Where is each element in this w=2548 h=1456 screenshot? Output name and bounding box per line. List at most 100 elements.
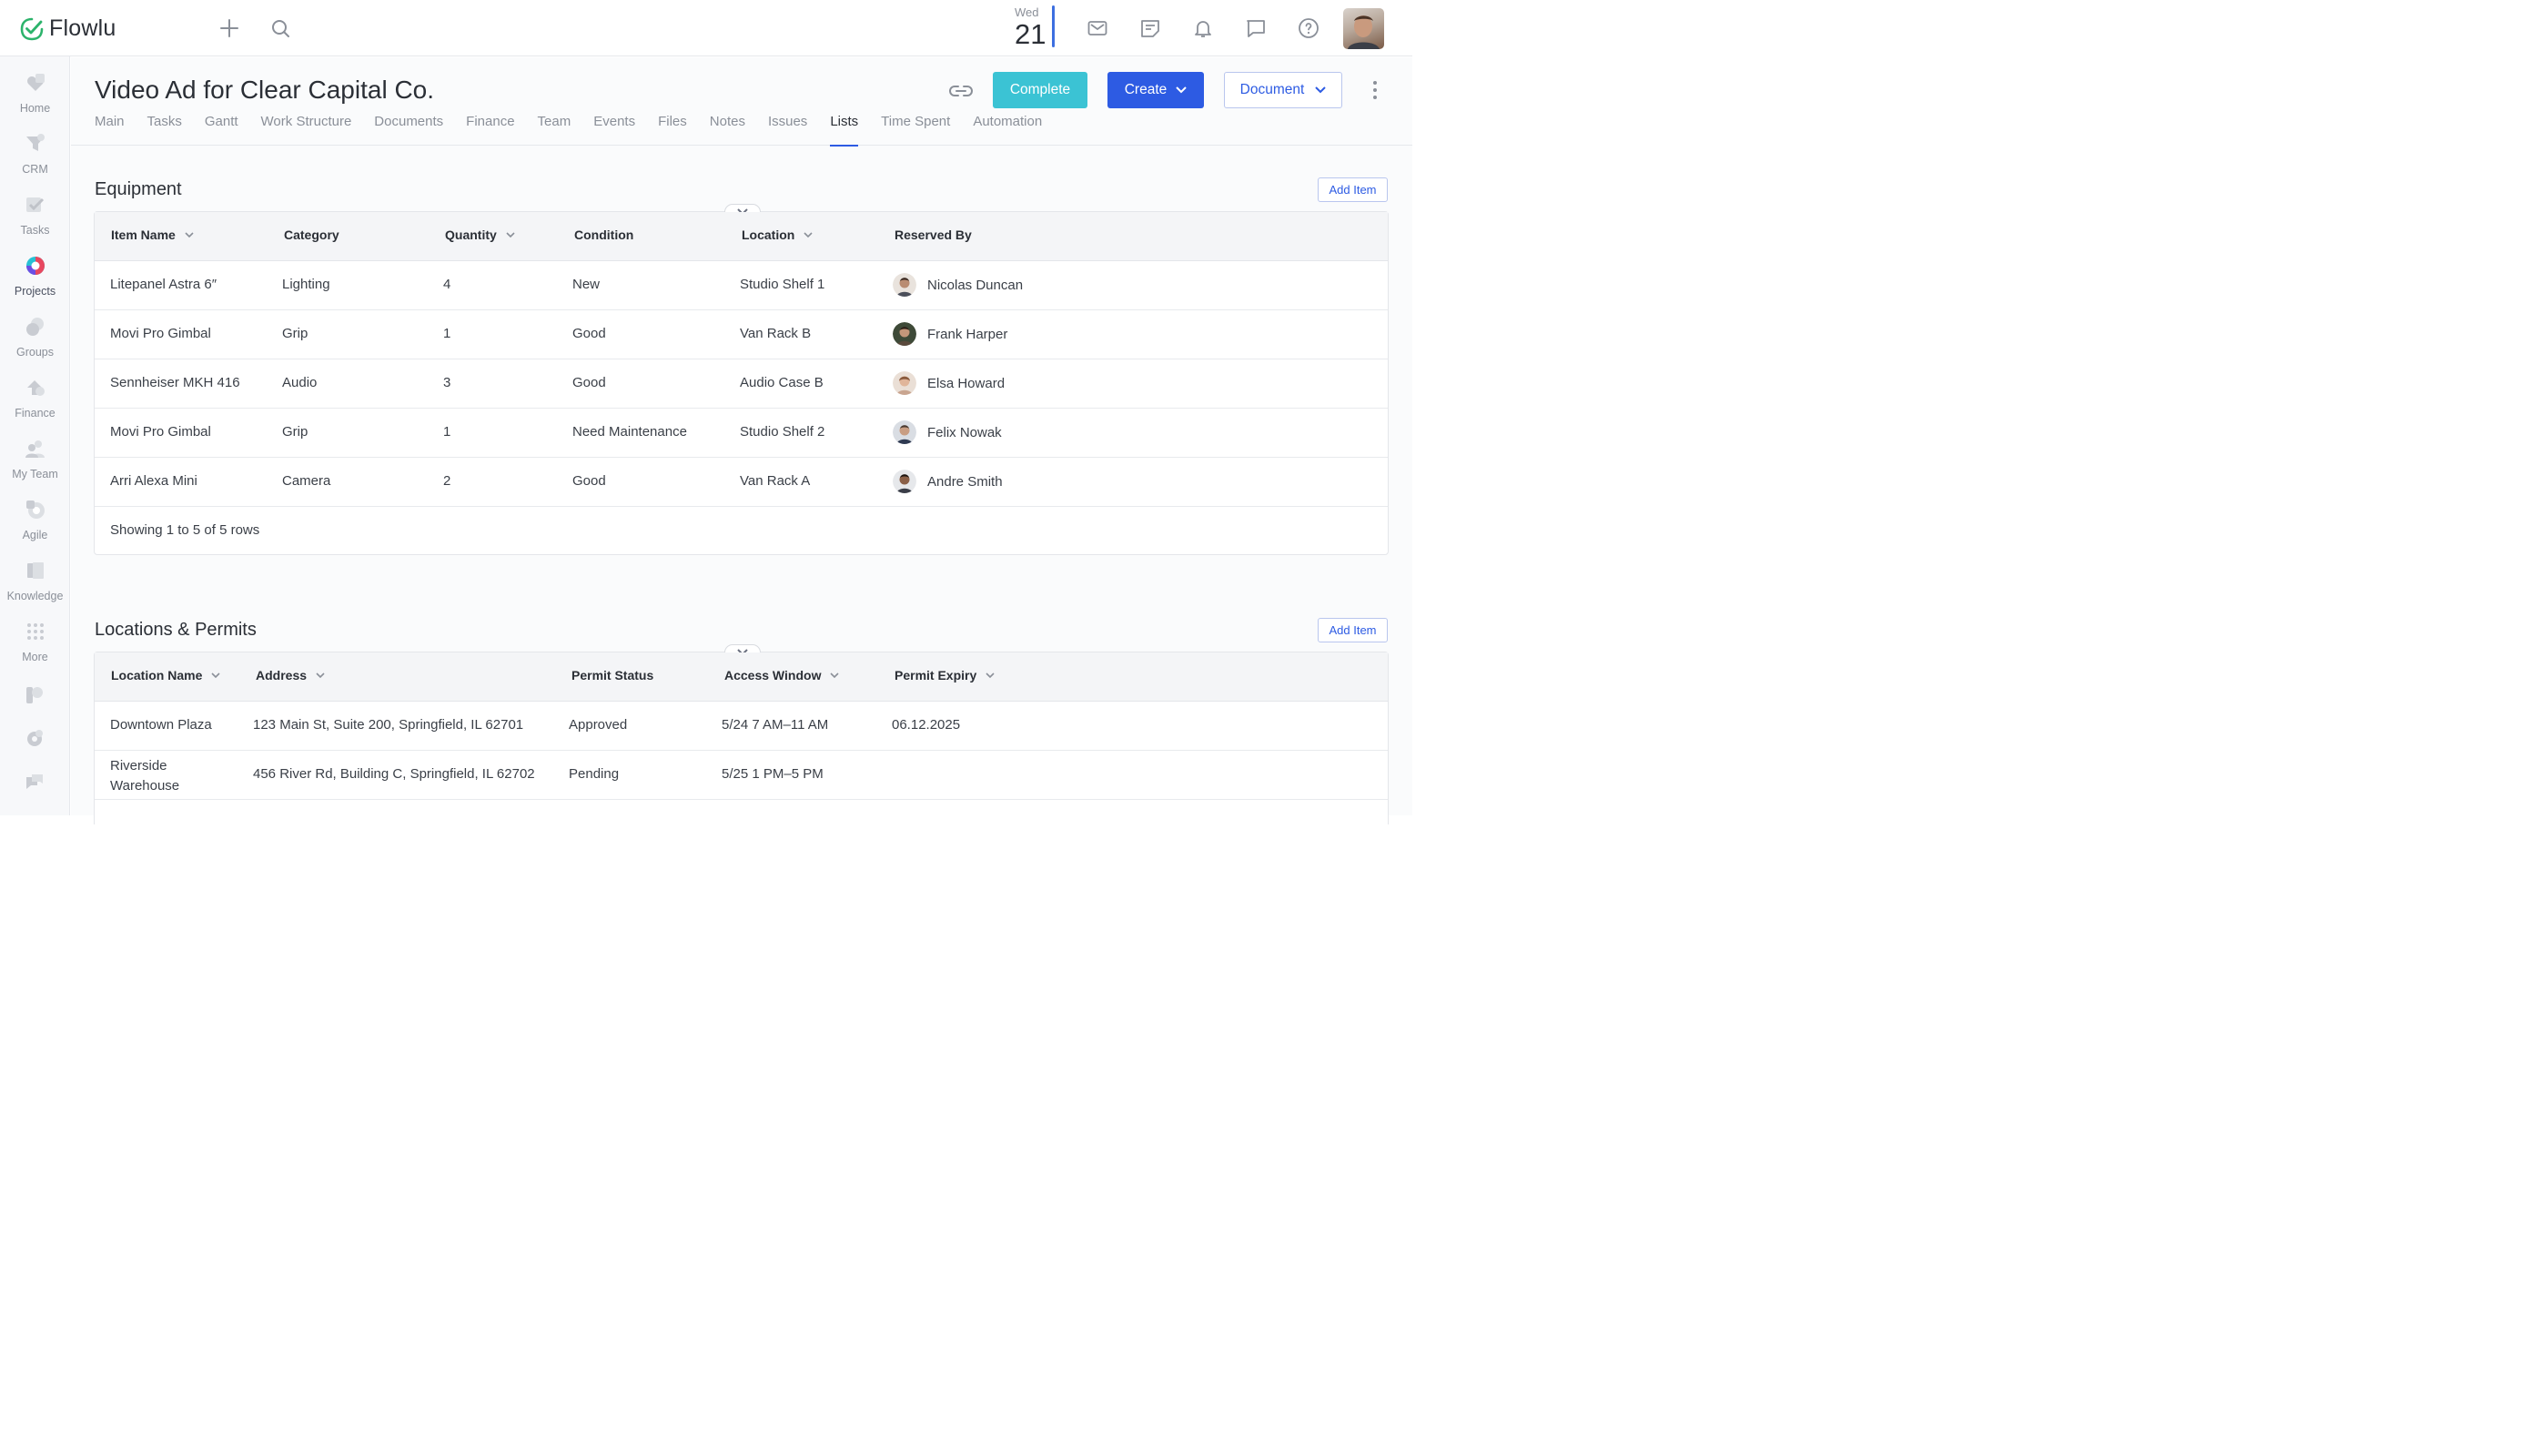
gear-icon[interactable] (24, 728, 46, 750)
equipment-add-item-button[interactable]: Add Item (1318, 177, 1388, 202)
avatar (893, 470, 916, 493)
column-header-location-name[interactable]: Location Name (111, 668, 220, 682)
date-divider (1052, 5, 1055, 47)
search-icon[interactable] (269, 17, 291, 39)
sidebar-item-projects[interactable]: Projects (0, 255, 70, 309)
sidebar-item-label: Knowledge (6, 590, 64, 602)
page-title: Video Ad for Clear Capital Co. (95, 76, 435, 104)
column-header-location[interactable]: Location (742, 228, 813, 242)
tab-gantt[interactable]: Gantt (204, 114, 238, 129)
sidebar-item-finance[interactable]: Finance (0, 377, 70, 431)
cell-reserved-by[interactable]: Frank Harper (893, 322, 1007, 346)
equipment-table: Item Name Category Quantity Condition Lo… (94, 204, 1389, 555)
locations-title: Locations & Permits (95, 620, 257, 640)
table-row[interactable]: Sennheiser MKH 416 Audio 3 Good Audio Ca… (95, 359, 1388, 409)
tab-files[interactable]: Files (658, 114, 687, 129)
heart-icon (26, 74, 45, 91)
cell-reserved-by[interactable]: Elsa Howard (893, 371, 1005, 395)
tab-events[interactable]: Events (593, 114, 636, 129)
cell-condition: Good (572, 326, 606, 341)
column-header-item-name[interactable]: Item Name (111, 228, 194, 242)
book-icon (26, 562, 44, 579)
column-header-quantity[interactable]: Quantity (445, 228, 515, 242)
sidebar-item-home[interactable]: Home (0, 72, 70, 126)
app-logo[interactable]: Flowlu (20, 15, 116, 42)
sidebar-item-crm[interactable]: CRM (0, 133, 70, 187)
tab-issues[interactable]: Issues (767, 114, 808, 129)
cell-location-name: Riverside Warehouse (110, 758, 180, 794)
help-icon[interactable] (1298, 17, 1320, 39)
cell-reserved-by[interactable]: Felix Nowak (893, 420, 1002, 444)
user-avatar[interactable] (1343, 8, 1384, 49)
cell-permit-status: Approved (569, 717, 628, 733)
cell-category: Audio (282, 375, 318, 390)
person-name: Nicolas Duncan (927, 277, 1024, 293)
table-footer: Showing 1 to 5 of 5 rows (95, 507, 1388, 554)
document-button-label: Document (1239, 82, 1305, 97)
sidebar-item-groups[interactable]: Groups (0, 316, 70, 370)
support-chat-icon[interactable] (24, 772, 46, 794)
column-label: Item Name (111, 228, 176, 242)
tab-notes[interactable]: Notes (709, 114, 745, 129)
sidebar-item-agile[interactable]: Agile (0, 499, 70, 553)
cell-item: Litepanel Astra 6″ (110, 277, 217, 292)
table-row[interactable]: Riverside Warehouse 456 River Rd, Buildi… (95, 751, 1388, 800)
sidebar-item-label: Home (19, 102, 51, 115)
document-button[interactable]: Document (1224, 72, 1342, 108)
tab-work-structure[interactable]: Work Structure (260, 114, 352, 129)
column-header-condition[interactable]: Condition (574, 228, 633, 242)
tab-documents[interactable]: Documents (374, 114, 444, 129)
sidebar-item-knowledge[interactable]: Knowledge (0, 560, 70, 614)
column-label: Permit Expiry (895, 668, 977, 682)
date-day: 21 (1015, 18, 1046, 50)
column-header-address[interactable]: Address (256, 668, 325, 682)
chevron-down-icon (1315, 86, 1327, 94)
column-header-access-window[interactable]: Access Window (724, 668, 840, 682)
table-row[interactable]: Arri Alexa Mini Camera 2 Good Van Rack A… (95, 458, 1388, 507)
bell-icon[interactable] (1192, 17, 1214, 39)
sort-chevron-icon (185, 231, 194, 238)
complete-button-label: Complete (1009, 82, 1071, 97)
column-label: Category (284, 228, 339, 242)
app-name: Flowlu (49, 15, 116, 41)
tab-tasks[interactable]: Tasks (147, 114, 182, 129)
plus-icon[interactable] (218, 17, 240, 39)
mail-icon[interactable] (1087, 17, 1108, 39)
avatar (893, 273, 916, 297)
sidebar-item-tasks[interactable]: Tasks (0, 194, 70, 248)
column-header-permit-expiry[interactable]: Permit Expiry (895, 668, 995, 682)
cell-permit-status: Pending (569, 766, 620, 782)
cell-reserved-by[interactable]: Nicolas Duncan (893, 273, 1023, 297)
table-row[interactable]: Litepanel Astra 6″ Lighting 4 New Studio… (95, 261, 1388, 310)
integration-icon[interactable] (24, 684, 46, 706)
cell-category: Grip (282, 326, 308, 341)
sidebar-item-label: Projects (14, 285, 56, 298)
tab-time-spent[interactable]: Time Spent (881, 114, 951, 129)
link-icon[interactable] (948, 80, 974, 102)
cell-location: Van Rack A (740, 473, 811, 489)
create-button[interactable]: Create (1107, 72, 1204, 108)
tab-finance[interactable]: Finance (466, 114, 515, 129)
more-options-icon[interactable] (1371, 80, 1379, 100)
tab-automation[interactable]: Automation (973, 114, 1043, 129)
column-header-permit-status[interactable]: Permit Status (571, 668, 653, 682)
column-header-category[interactable]: Category (284, 228, 339, 242)
locations-add-item-button[interactable]: Add Item (1318, 618, 1388, 642)
notes-icon[interactable] (1139, 17, 1161, 39)
tab-main[interactable]: Main (95, 114, 125, 129)
complete-button[interactable]: Complete (993, 72, 1087, 108)
table-row[interactable]: Downtown Plaza 123 Main St, Suite 200, S… (95, 702, 1388, 751)
cell-condition: Good (572, 473, 606, 489)
tab-team[interactable]: Team (537, 114, 571, 129)
table-row[interactable]: Movi Pro Gimbal Grip 1 Need Maintenance … (95, 409, 1388, 458)
cell-reserved-by[interactable]: Andre Smith (893, 470, 1003, 493)
cell-condition: New (572, 277, 601, 292)
cell-quantity: 2 (443, 473, 451, 489)
sidebar-item-more[interactable]: More (0, 621, 70, 675)
date-widget[interactable]: Wed 21 (1012, 5, 1057, 50)
sidebar-item-my-team[interactable]: My Team (0, 438, 70, 492)
chat-icon[interactable] (1245, 17, 1267, 39)
tab-lists[interactable]: Lists (830, 114, 858, 147)
table-row[interactable]: Movi Pro Gimbal Grip 1 Good Van Rack B F… (95, 310, 1388, 359)
column-header-reserved-by[interactable]: Reserved By (895, 228, 972, 242)
